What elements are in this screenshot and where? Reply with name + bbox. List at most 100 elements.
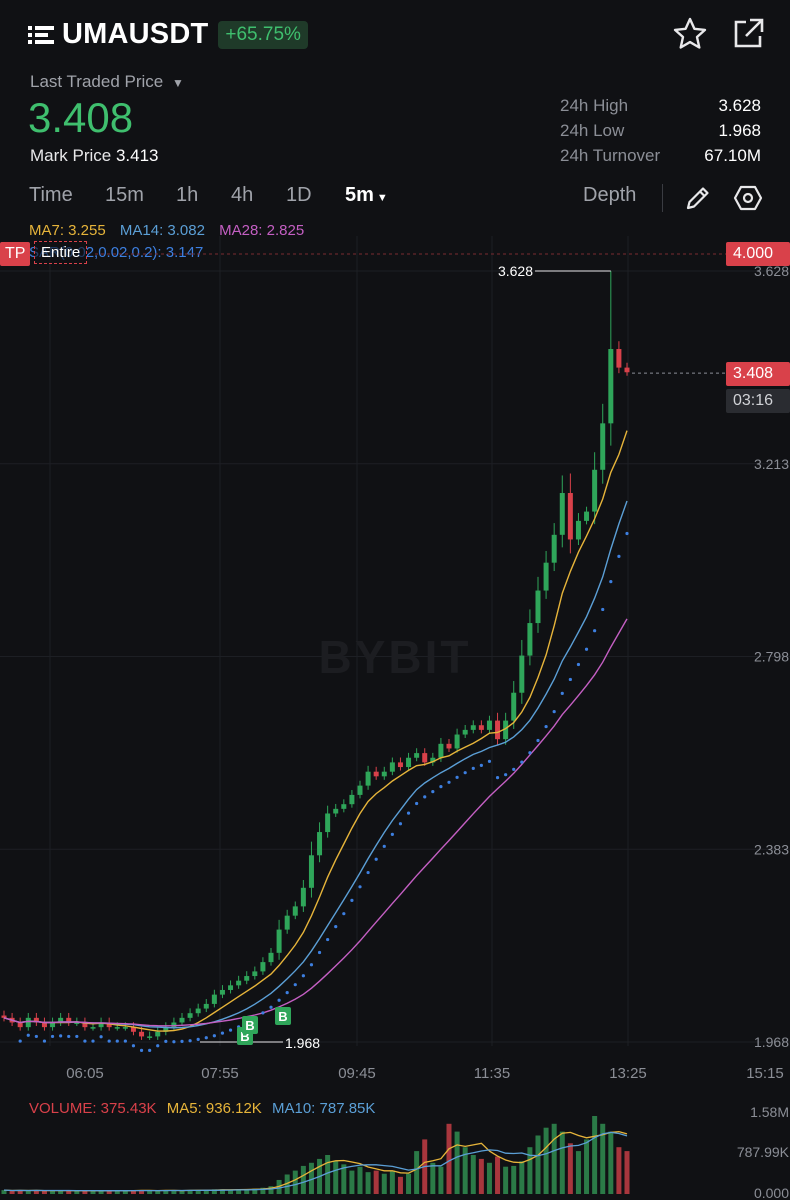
- candle-body: [1, 1015, 7, 1018]
- candle-body: [25, 1017, 31, 1028]
- caret-down-icon: ▼: [376, 192, 388, 204]
- share-icon[interactable]: [730, 16, 766, 52]
- tab-1h[interactable]: 1h: [176, 184, 199, 206]
- sar-dot: [180, 1039, 184, 1044]
- tp-entire-label[interactable]: Entire: [34, 241, 88, 264]
- sar-dot: [261, 1011, 265, 1015]
- sar-dot: [204, 1036, 208, 1040]
- sar-dot: [495, 776, 500, 780]
- sar-dot: [390, 832, 394, 836]
- volume-bar: [389, 1170, 395, 1194]
- sar-dot: [528, 751, 532, 755]
- candle-body: [300, 887, 306, 907]
- volume-bar: [511, 1165, 517, 1194]
- tab-depth[interactable]: Depth: [583, 184, 637, 206]
- candle-body: [219, 989, 225, 995]
- volume-ma5: MA5: 936.12K: [166, 1100, 262, 1117]
- volume-bar: [624, 1151, 630, 1194]
- candle-body: [470, 725, 476, 730]
- sar-dot: [139, 1048, 144, 1052]
- sar-dot: [544, 724, 548, 729]
- volume-bar: [616, 1147, 622, 1194]
- tab-time[interactable]: Time: [29, 184, 73, 206]
- volume-bar: [608, 1131, 614, 1194]
- volume-bar: [446, 1123, 452, 1194]
- volume-bar: [82, 1190, 88, 1194]
- candle-body: [454, 734, 460, 749]
- symbol-header[interactable]: UMAUSDT +65.75%: [28, 18, 308, 51]
- sar-dot: [156, 1044, 160, 1048]
- sar-dot: [59, 1034, 63, 1038]
- settings-icon[interactable]: [733, 184, 763, 212]
- ma-legend: MA7: 3.255 MA14: 3.082 MA28: 2.825: [29, 222, 304, 239]
- tab-4h[interactable]: 4h: [231, 184, 254, 206]
- candle-body: [139, 1031, 145, 1037]
- candle-body: [284, 915, 290, 930]
- volume-bar: [333, 1161, 339, 1194]
- sar-dot: [439, 785, 443, 789]
- tab-5m[interactable]: 5m ▼: [345, 184, 388, 206]
- tab-1d[interactable]: 1D: [286, 184, 312, 206]
- sar-dot: [552, 710, 556, 714]
- candle-body: [155, 1031, 161, 1037]
- volume-bar: [179, 1190, 185, 1194]
- buy-marker[interactable]: B: [242, 1016, 258, 1034]
- volume-bar: [90, 1190, 96, 1194]
- symbol-title[interactable]: UMAUSDT: [62, 18, 209, 50]
- candle-body: [236, 980, 242, 986]
- candle-body: [171, 1022, 177, 1028]
- y-axis-label: 3.628: [754, 263, 789, 279]
- tp-tag[interactable]: TP: [0, 242, 31, 266]
- candle-body: [381, 771, 387, 777]
- sar-dot: [285, 991, 289, 995]
- volume-bar: [268, 1186, 274, 1194]
- sar-dot: [107, 1039, 111, 1043]
- price-chart[interactable]: BYBIT3.6281.968BBB3.6283.2132.7982.3831.…: [0, 236, 790, 1096]
- candle-body: [575, 520, 581, 540]
- sar-dot: [447, 780, 451, 784]
- candle-body: [260, 962, 266, 972]
- candle-body: [163, 1027, 169, 1032]
- volume-bar: [1, 1190, 7, 1194]
- sar-dot: [301, 974, 305, 978]
- volume-bar: [9, 1190, 15, 1194]
- sar-dot: [228, 1028, 233, 1032]
- change-badge: +65.75%: [218, 20, 308, 49]
- candle-body: [66, 1017, 72, 1023]
- sar-dot: [536, 738, 540, 743]
- volume-bar: [187, 1190, 193, 1194]
- candle-body: [543, 562, 549, 591]
- candle-body: [195, 1008, 201, 1014]
- sar-dot: [487, 759, 492, 764]
- last-traded-price-label[interactable]: Last Traded Price ▼: [30, 72, 184, 91]
- candle-body: [519, 655, 525, 693]
- candle-body: [389, 762, 395, 772]
- sar-dot: [576, 662, 581, 667]
- volume-bar: [252, 1188, 258, 1194]
- sar-dot: [366, 870, 370, 875]
- x-axis-label: 11:35: [474, 1065, 510, 1082]
- bybit-watermark: BYBIT: [319, 631, 472, 683]
- volume-bar: [244, 1189, 250, 1194]
- volume-bar: [74, 1190, 80, 1194]
- candle-body: [462, 729, 468, 735]
- volume-bar: [414, 1151, 420, 1194]
- candle-body: [397, 762, 403, 768]
- tab-15m[interactable]: 15m: [105, 184, 144, 206]
- sar-dot: [601, 607, 605, 612]
- volume-chart[interactable]: 1.58M 787.99K 0.000: [0, 1100, 790, 1200]
- sar-dot: [415, 801, 419, 806]
- menu-icon[interactable]: [28, 24, 54, 46]
- pencil-icon[interactable]: [684, 184, 712, 212]
- volume-bar: [25, 1190, 31, 1194]
- sar-dot: [406, 811, 411, 815]
- star-icon[interactable]: [672, 16, 708, 52]
- low-marker-label: 1.968: [285, 1035, 320, 1051]
- buy-marker[interactable]: B: [275, 1007, 291, 1025]
- volume-bar: [406, 1173, 412, 1194]
- volume-bar: [438, 1166, 444, 1194]
- candle-body: [82, 1022, 88, 1028]
- candle-body: [33, 1017, 39, 1023]
- sar-dot: [196, 1037, 200, 1042]
- ma28-value: MA28: 2.825: [219, 222, 305, 239]
